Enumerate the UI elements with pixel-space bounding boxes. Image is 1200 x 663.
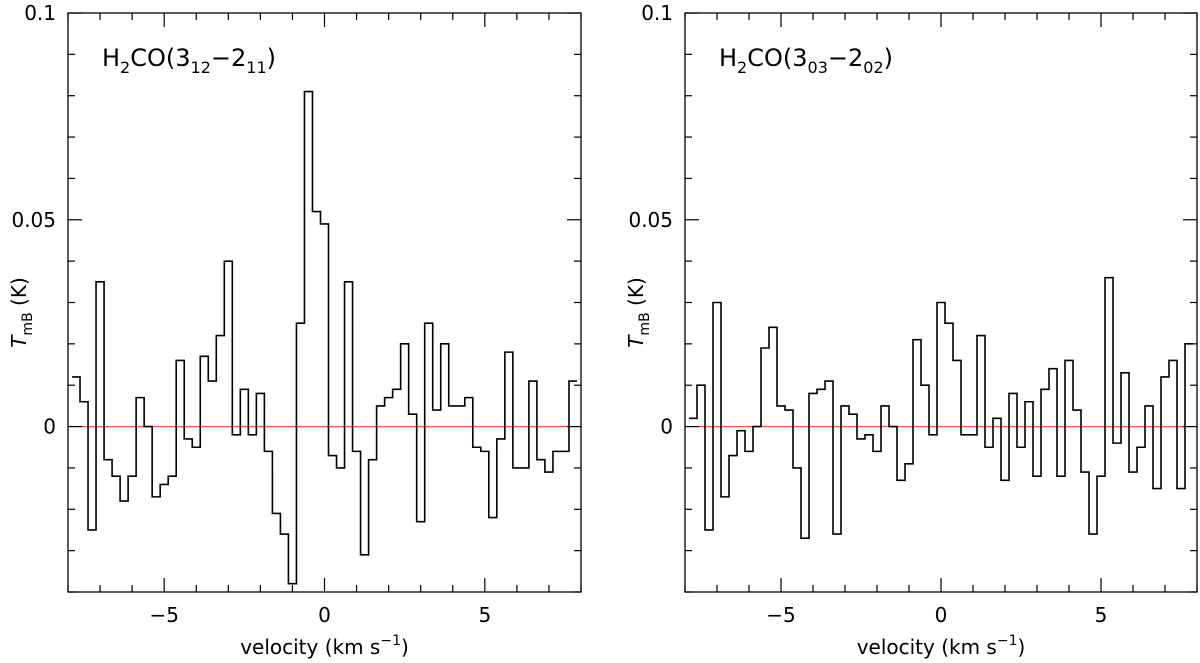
spectrum-series-1: [689, 276, 1193, 540]
x-tick-label: 0: [935, 603, 948, 627]
y-axis-label: TmB (K): [7, 277, 36, 348]
panel-1: −5 0 5 0 0.05 0.1 velocity (km s−1) TmB (K) H2CO…: [7, 1, 582, 659]
x-axis-label: velocity (km s−1): [857, 633, 1026, 659]
transition-label: H2CO(303−202): [719, 44, 893, 77]
x-tick-label: −5: [766, 603, 795, 627]
y-tick-label: 0.05: [628, 208, 673, 232]
transition-label: H2CO(312−211): [102, 44, 276, 77]
plot-frame: [67, 12, 582, 593]
y-tick-label: 0: [660, 415, 673, 439]
y-tick-label: 0.05: [11, 208, 56, 232]
y-tick-label: 0.1: [641, 1, 673, 25]
x-tick-label: −5: [149, 603, 178, 627]
y-tick-label: 0.1: [24, 1, 56, 25]
x-tick-label: 0: [318, 603, 331, 627]
y-tick-label: 0: [43, 415, 56, 439]
y-axis-label: TmB (K): [624, 277, 653, 348]
spectrum-series-1: [72, 90, 577, 585]
x-axis-label: velocity (km s−1): [240, 633, 409, 659]
x-tick-label: 5: [1095, 603, 1108, 627]
x-tick-label: 5: [478, 603, 491, 627]
panel-2: −5 0 5 0 0.05 0.1 velocity (km s−1) TmB (K) H2CO…: [624, 1, 1198, 659]
